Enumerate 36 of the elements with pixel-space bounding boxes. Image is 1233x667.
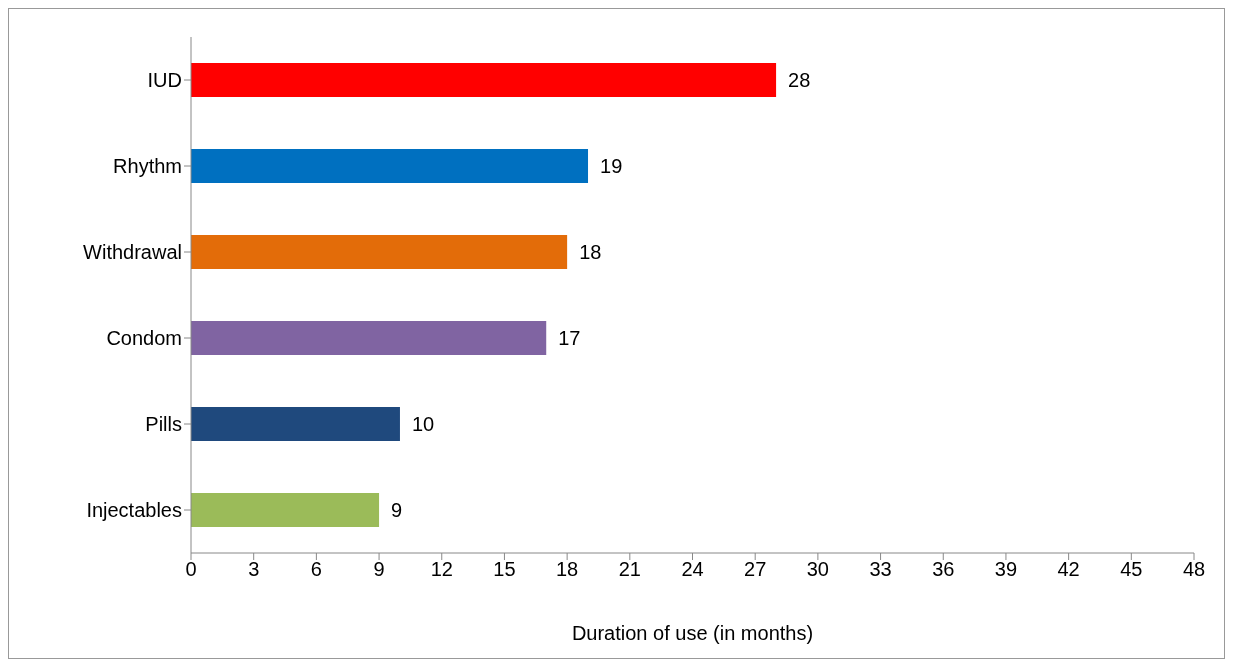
x-tick-label: 30 [806, 558, 829, 581]
x-tick-label: 9 [373, 558, 385, 581]
y-tick-label: Rhythm [113, 155, 182, 178]
x-tick-label: 12 [430, 558, 453, 581]
data-label: 10 [411, 413, 435, 436]
data-label: 17 [558, 327, 581, 350]
x-tick-label: 45 [1120, 558, 1143, 581]
x-tick-label: 0 [185, 558, 197, 581]
x-tick-label: 36 [932, 558, 955, 581]
bar [191, 493, 380, 527]
x-tick-label: 15 [493, 558, 516, 581]
y-tick-label: Withdrawal [83, 241, 182, 264]
bar [191, 149, 589, 183]
x-tick-label: 42 [1057, 558, 1080, 581]
data-label: 18 [579, 241, 602, 264]
x-tick-label: 27 [744, 558, 767, 581]
bar [191, 63, 777, 97]
y-tick-label: Condom [106, 327, 182, 350]
x-tick-label: 18 [556, 558, 579, 581]
bar [191, 407, 400, 441]
x-axis-title: Duration of use (in months) [571, 622, 814, 644]
y-tick-label: IUD [147, 69, 182, 92]
data-label: 19 [600, 155, 623, 178]
x-tick-label: 48 [1182, 558, 1206, 581]
bar [191, 235, 568, 269]
bar [191, 321, 547, 355]
data-label: 9 [391, 499, 403, 522]
y-tick-label: Injectables [86, 499, 182, 522]
x-tick-label: 6 [310, 558, 322, 581]
x-tick-label: 39 [994, 558, 1018, 581]
x-tick-label: 33 [869, 558, 892, 581]
x-tick-label: 3 [248, 558, 260, 581]
x-tick-label: 21 [618, 558, 641, 581]
y-tick-label: Pills [145, 413, 182, 436]
x-tick-label: 24 [681, 558, 704, 581]
data-label: 28 [788, 69, 811, 92]
